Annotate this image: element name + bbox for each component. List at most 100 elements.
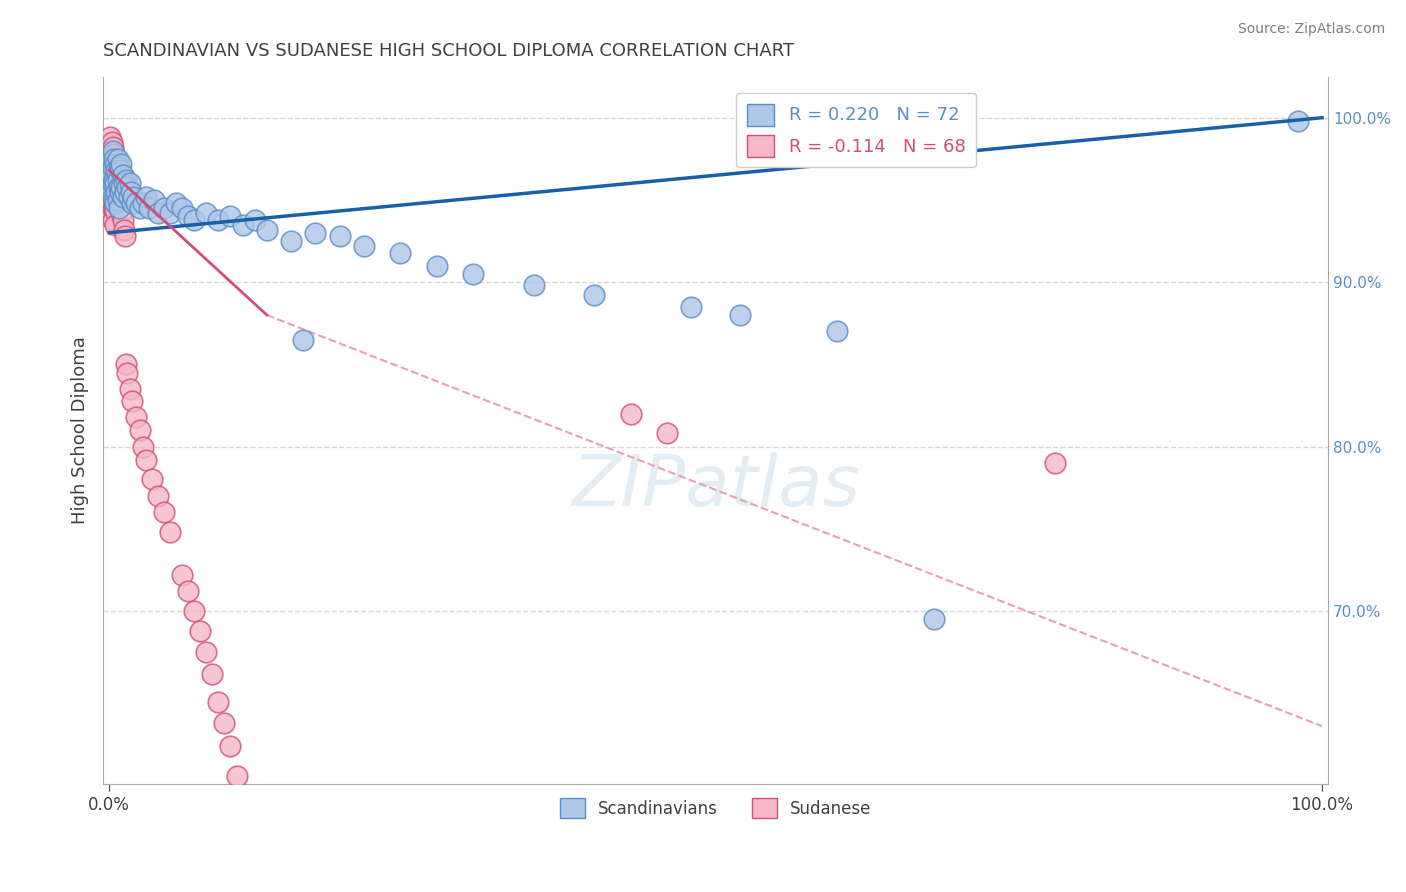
Point (103, 160, 125, 174)
Point (104, 191, 127, 205)
Point (292, 333, 315, 347)
Point (207, 212, 229, 227)
Point (101, 144, 124, 158)
Point (100, 179, 122, 194)
Point (461, 267, 484, 281)
Point (101, 177, 124, 191)
Point (103, 173, 125, 187)
Text: ZIPatlas: ZIPatlas (571, 452, 860, 521)
Point (108, 201, 131, 215)
Point (138, 201, 160, 215)
Point (219, 739, 242, 753)
Point (100, 185, 122, 199)
Point (105, 179, 128, 194)
Point (165, 196, 187, 211)
Point (225, 768, 247, 782)
Point (100, 144, 122, 158)
Text: Source: ZipAtlas.com: Source: ZipAtlas.com (1237, 22, 1385, 37)
Point (232, 218, 254, 232)
Point (100, 152, 122, 166)
Point (219, 210, 242, 224)
Point (125, 409, 148, 424)
Point (112, 177, 135, 191)
Point (1045, 456, 1067, 470)
Point (128, 201, 150, 215)
Point (110, 157, 132, 171)
Point (108, 160, 131, 174)
Point (121, 196, 143, 211)
Point (105, 185, 128, 199)
Point (620, 407, 643, 421)
Point (101, 177, 124, 191)
Point (152, 201, 174, 215)
Point (105, 163, 128, 178)
Point (132, 196, 155, 211)
Point (104, 218, 127, 232)
Point (107, 152, 129, 166)
Point (117, 189, 139, 203)
Point (100, 210, 122, 224)
Legend: Scandinavians, Sudanese: Scandinavians, Sudanese (554, 791, 877, 825)
Point (111, 168, 134, 182)
Point (104, 165, 127, 179)
Point (115, 173, 138, 187)
Point (195, 206, 218, 220)
Point (101, 160, 124, 174)
Point (152, 505, 174, 519)
Point (108, 185, 131, 199)
Point (170, 567, 193, 582)
Point (101, 140, 124, 154)
Point (353, 239, 375, 253)
Point (101, 201, 124, 215)
Point (183, 212, 205, 227)
Point (100, 177, 122, 191)
Point (118, 177, 141, 191)
Point (132, 440, 155, 454)
Text: SCANDINAVIAN VS SUDANESE HIGH SCHOOL DIPLOMA CORRELATION CHART: SCANDINAVIAN VS SUDANESE HIGH SCHOOL DIP… (103, 42, 794, 60)
Point (108, 201, 131, 215)
Point (101, 189, 124, 203)
Point (201, 666, 224, 681)
Point (1286, 114, 1309, 128)
Point (100, 160, 122, 174)
Point (100, 147, 122, 161)
Point (104, 178, 127, 193)
Point (111, 189, 134, 203)
Point (195, 645, 218, 659)
Point (101, 212, 124, 227)
Point (177, 584, 200, 599)
Point (100, 130, 122, 145)
Point (135, 452, 157, 467)
Point (103, 173, 125, 187)
Point (143, 193, 166, 207)
Point (110, 179, 132, 194)
Point (146, 206, 169, 220)
Y-axis label: High School Diploma: High School Diploma (72, 336, 89, 524)
Point (107, 173, 129, 187)
Point (728, 308, 751, 322)
Point (170, 201, 193, 215)
Point (655, 426, 678, 441)
Point (101, 163, 124, 178)
Point (117, 179, 139, 194)
Point (100, 173, 122, 187)
Point (115, 358, 138, 372)
Point (103, 193, 125, 207)
Point (583, 288, 606, 302)
Point (101, 152, 124, 166)
Point (104, 196, 127, 211)
Point (104, 152, 127, 166)
Point (100, 157, 122, 171)
Point (112, 222, 135, 236)
Point (681, 300, 703, 314)
Point (304, 226, 326, 240)
Point (105, 163, 128, 178)
Point (243, 212, 266, 227)
Point (389, 245, 412, 260)
Point (104, 204, 127, 219)
Point (103, 186, 125, 201)
Point (523, 278, 546, 293)
Point (100, 168, 122, 182)
Point (183, 604, 205, 618)
Point (159, 525, 181, 540)
